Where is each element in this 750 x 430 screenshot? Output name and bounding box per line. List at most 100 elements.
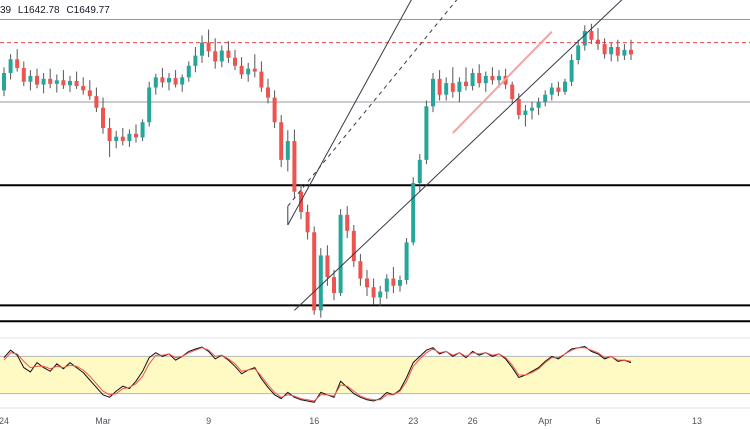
candle-body-63 (417, 159, 422, 184)
candle-36 (239, 57, 244, 79)
candle-57 (378, 285, 383, 307)
candle-19 (127, 129, 132, 147)
candle-5 (35, 68, 39, 89)
candle-53 (351, 225, 356, 267)
candle-body-20 (134, 133, 138, 138)
rising-trendline (452, 31, 553, 134)
stoch-band-fill (0, 356, 750, 394)
candle-body-41 (272, 97, 277, 123)
candle-body-85 (563, 81, 567, 92)
candle-body-56 (371, 287, 376, 298)
candle-body-33 (219, 50, 224, 62)
candle-body-10 (68, 80, 72, 86)
candle-body-7 (48, 78, 53, 84)
candle-42 (279, 114, 284, 168)
x-tick-label-1: Mar (95, 416, 111, 426)
x-tick-label-2: 9 (206, 416, 211, 426)
candle-body-18 (120, 136, 125, 142)
candle-body-31 (206, 42, 211, 52)
candle-77 (510, 81, 515, 104)
candle-body-34 (226, 50, 231, 58)
candle-7 (48, 68, 53, 89)
candle-31 (206, 29, 211, 58)
candle-body-49 (325, 255, 330, 278)
candle-body-13 (87, 90, 92, 97)
candle-body-23 (153, 77, 158, 88)
candle-body-79 (523, 110, 528, 115)
ohlc-legend: 39 L1642.78 C1649.77 (0, 5, 114, 16)
candle-62 (411, 177, 416, 246)
candle-58 (384, 274, 389, 299)
candle-body-80 (530, 107, 534, 111)
candle-body-75 (497, 75, 501, 81)
candle-16 (107, 117, 112, 157)
x-tick-label-7: 6 (595, 416, 600, 426)
candle-body-27 (180, 77, 185, 85)
candle-37 (246, 62, 251, 82)
candle-body-42 (279, 122, 284, 160)
candle-32 (213, 38, 218, 69)
candle-body-57 (378, 291, 383, 298)
candlestick-series (2, 23, 633, 318)
candle-body-71 (470, 73, 475, 87)
candle-body-94 (622, 49, 627, 56)
candle-61 (404, 238, 409, 285)
candle-body-91 (602, 44, 607, 55)
price-channel (287, 0, 623, 311)
candle-body-84 (556, 87, 561, 92)
candle-3 (21, 61, 26, 87)
candle-11 (74, 71, 79, 89)
candle-body-83 (549, 87, 554, 95)
candle-34 (226, 41, 231, 63)
stochastic-pane (0, 337, 750, 403)
candle-94 (622, 44, 627, 60)
candle-33 (219, 45, 224, 68)
candle-body-61 (404, 242, 409, 281)
candle-body-39 (259, 71, 264, 88)
candle-18 (120, 128, 125, 146)
candle-39 (259, 61, 264, 92)
candle-90 (596, 28, 600, 50)
candle-73 (483, 71, 488, 92)
candle-body-17 (114, 136, 119, 142)
candle-43 (285, 130, 290, 172)
candle-21 (140, 119, 145, 142)
channel-lower-line (294, 0, 623, 311)
candle-body-58 (384, 278, 389, 292)
candle-body-52 (345, 214, 350, 231)
candle-27 (180, 74, 185, 92)
candle-55 (365, 269, 369, 296)
candle-body-66 (437, 78, 442, 95)
trendline (452, 31, 553, 134)
candle-body-38 (252, 68, 257, 72)
x-tick-label-6: Apr (538, 416, 552, 426)
candle-68 (450, 67, 455, 98)
candle-10 (68, 75, 72, 92)
candle-28 (186, 61, 191, 82)
candle-64 (424, 100, 429, 165)
candle-body-46 (305, 211, 310, 233)
candle-body-14 (94, 96, 99, 108)
candle-body-19 (127, 133, 132, 142)
candle-body-65 (431, 78, 435, 107)
candle-41 (272, 90, 277, 129)
candle-79 (523, 104, 528, 127)
candle-67 (444, 77, 449, 101)
candle-80 (530, 101, 534, 120)
candle-body-54 (358, 261, 363, 279)
candle-92 (609, 42, 614, 62)
candle-23 (153, 73, 158, 95)
candle-13 (87, 80, 92, 100)
x-tick-label-5: 26 (468, 416, 478, 426)
candle-body-86 (569, 59, 574, 82)
candle-body-60 (398, 280, 402, 286)
candle-12 (81, 77, 86, 95)
candle-59 (391, 266, 396, 294)
candle-body-59 (391, 278, 396, 286)
x-tick-label-4: 23 (408, 416, 418, 426)
candle-body-0 (2, 73, 6, 91)
candle-81 (536, 97, 541, 115)
candle-14 (94, 87, 99, 113)
candle-body-73 (483, 75, 488, 84)
